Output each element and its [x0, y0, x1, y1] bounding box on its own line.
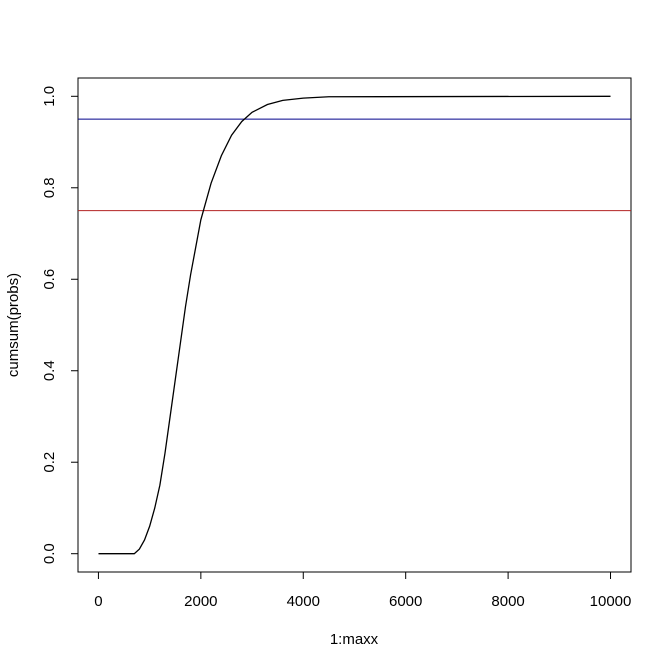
data-line: [98, 95, 611, 555]
plot-box: [77, 77, 632, 573]
y-tick-label: 0.0: [41, 543, 58, 564]
x-tick-label: 8000: [491, 593, 524, 610]
x-tick-label: 4000: [287, 593, 320, 610]
y-axis-label: cumsum(probs): [5, 273, 22, 377]
x-tick-label: 10000: [590, 593, 632, 610]
x-axis-label: 1:maxx: [330, 631, 379, 648]
y-tick-label: 0.8: [41, 177, 58, 198]
y-tick-label: 0.6: [41, 269, 58, 290]
y-tick-label: 1.0: [41, 86, 58, 107]
y-tick-label: 0.4: [41, 360, 58, 381]
x-tick-label: 2000: [184, 593, 217, 610]
x-tick-label: 0: [94, 593, 102, 610]
y-tick-label: 0.2: [41, 452, 58, 473]
x-tick-label: 6000: [389, 593, 422, 610]
